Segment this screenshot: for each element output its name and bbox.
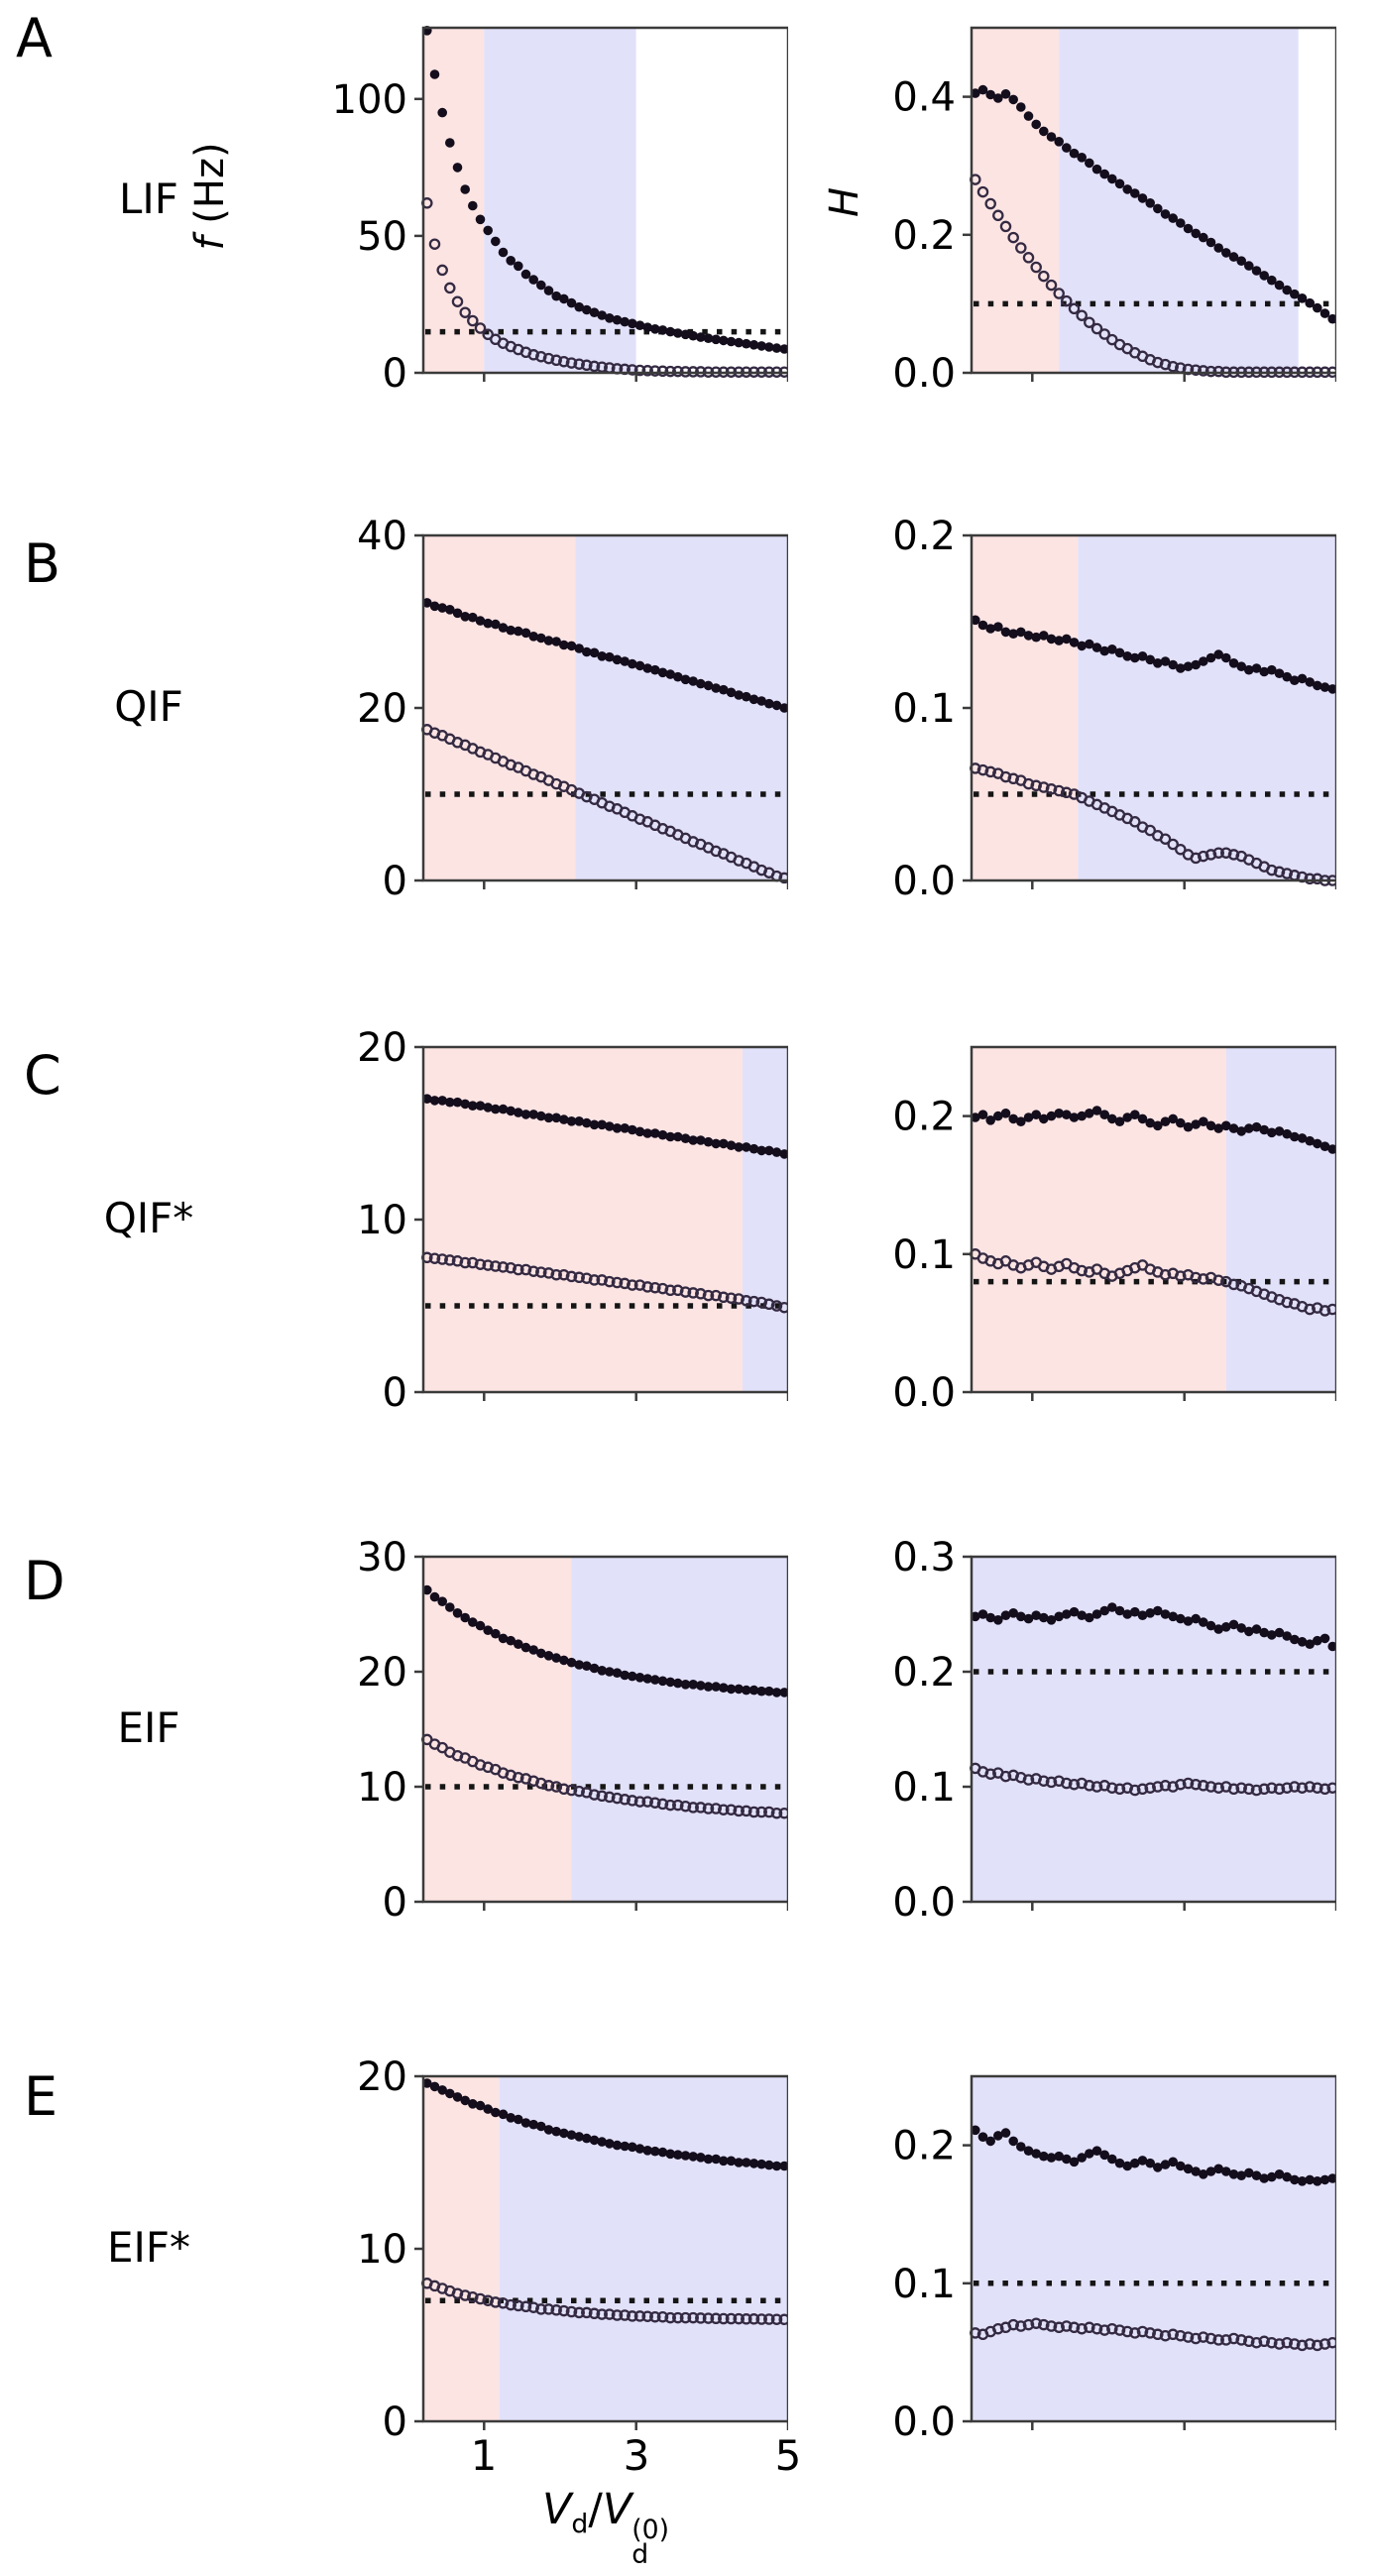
svg-text:0.1: 0.1: [892, 686, 956, 732]
x-tick-1: 1: [470, 2431, 498, 2480]
panel-C-right-H-plot: 0.0 0.1 0.2: [862, 1021, 1338, 1416]
v-subscript: d: [571, 2509, 589, 2540]
panel-E-left-f-plot: 0 10 20: [314, 2050, 790, 2445]
svg-text:0.2: 0.2: [892, 1095, 956, 1140]
svg-text:0: 0: [383, 2400, 407, 2443]
svg-text:20: 20: [357, 686, 407, 732]
svg-text:0.0: 0.0: [892, 1370, 956, 1414]
panel-B-left-f-plot: 0 20 40: [314, 510, 790, 904]
panel-letter-C: C: [24, 1044, 61, 1107]
panel-letter-A: A: [16, 7, 53, 69]
y-axis-label-f: f (Hz): [187, 142, 233, 250]
svg-text:0: 0: [383, 351, 407, 395]
svg-text:0.1: 0.1: [892, 1232, 956, 1278]
v0-supsub: (0) d: [631, 2517, 669, 2568]
panel-A-left-f-plot: 0 50 100: [314, 2, 790, 397]
svg-text:0.4: 0.4: [892, 75, 956, 121]
svg-text:0.2: 0.2: [892, 1650, 956, 1696]
svg-text:20: 20: [357, 1025, 407, 1071]
x-axis-label: Vd/V (0) d: [541, 2485, 669, 2568]
svg-text:50: 50: [357, 214, 407, 260]
svg-text:0.2: 0.2: [892, 514, 956, 559]
panel-letter-E: E: [24, 2065, 58, 2128]
svg-text:10: 10: [357, 2227, 407, 2273]
row-label-EIF-star: EIF*: [106, 2223, 191, 2272]
panel-C-left-f-plot: 0 10 20: [314, 1021, 790, 1416]
svg-text:20: 20: [357, 1650, 407, 1696]
svg-text:0.1: 0.1: [892, 2262, 956, 2307]
row-label-EIF: EIF: [117, 1703, 180, 1752]
row-label-QIF-star: QIF*: [103, 1194, 194, 1242]
svg-text:0: 0: [383, 1370, 407, 1414]
svg-text:30: 30: [357, 1535, 407, 1581]
svg-text:0.3: 0.3: [892, 1535, 956, 1581]
v0-superscript: (0): [631, 2514, 670, 2545]
panel-D-left-f-plot: 0 10 20 30: [314, 1531, 790, 1926]
panel-A-right-H-plot: 0.0 0.2 0.4: [862, 2, 1338, 397]
panel-letter-B: B: [24, 532, 61, 595]
svg-text:0.0: 0.0: [892, 2400, 956, 2443]
svg-text:0.0: 0.0: [892, 859, 956, 902]
panel-letter-D: D: [24, 1550, 65, 1612]
f-units: (Hz): [187, 142, 233, 237]
panel-D-right-H-plot: 0.0 0.1 0.2 0.3: [862, 1531, 1338, 1926]
y-axis-label-H: H: [822, 186, 867, 218]
v0-symbol: V: [602, 2485, 632, 2534]
svg-text:0.2: 0.2: [892, 213, 956, 259]
row-label-QIF: QIF: [114, 682, 183, 731]
svg-text:100: 100: [332, 77, 407, 123]
svg-text:20: 20: [357, 2054, 407, 2100]
v-symbol: V: [541, 2485, 572, 2534]
svg-text:0.2: 0.2: [892, 2124, 956, 2169]
panel-E-right-H-plot: 0.0 0.1 0.2: [862, 2050, 1338, 2445]
x-tick-3: 3: [623, 2431, 650, 2480]
svg-text:0.0: 0.0: [892, 351, 956, 395]
svg-text:0: 0: [383, 859, 407, 902]
row-label-LIF: LIF: [119, 175, 178, 223]
f-symbol: f: [187, 236, 233, 251]
svg-text:0.0: 0.0: [892, 1880, 956, 1924]
slash: /: [588, 2485, 603, 2534]
svg-text:10: 10: [357, 1198, 407, 1243]
v0-subscript: d: [631, 2538, 649, 2570]
svg-text:40: 40: [357, 514, 407, 559]
panel-B-right-H-plot: 0.0 0.1 0.2: [862, 510, 1338, 904]
svg-text:10: 10: [357, 1765, 407, 1811]
svg-text:0: 0: [383, 1880, 407, 1924]
svg-text:0.1: 0.1: [892, 1765, 956, 1811]
x-tick-5: 5: [774, 2431, 802, 2480]
